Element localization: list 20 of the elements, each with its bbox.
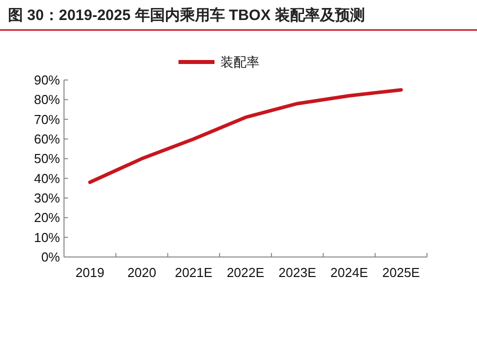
legend-label: 装配率 bbox=[220, 54, 260, 70]
y-tick-label: 40% bbox=[34, 170, 60, 186]
x-tick-label: 2020 bbox=[127, 265, 156, 280]
y-tick-label: 10% bbox=[34, 230, 60, 245]
x-tick-label: 2022E bbox=[226, 265, 265, 280]
x-tick-label: 2021E bbox=[174, 265, 213, 280]
chart-title: 图 30：2019-2025 年国内乘用车 TBOX 装配率及预测 bbox=[8, 6, 365, 24]
y-tick-label: 50% bbox=[34, 151, 60, 166]
x-tick-label: 2019 bbox=[75, 265, 104, 280]
line-series bbox=[88, 88, 403, 184]
x-tick-label: 2024E bbox=[330, 265, 368, 280]
y-tick-label: 90% bbox=[34, 72, 60, 88]
y-tick-label: 60% bbox=[34, 132, 60, 147]
x-tick-label: 2025E bbox=[382, 265, 420, 280]
y-tick-label: 0% bbox=[41, 250, 60, 265]
x-tick-label: 2023E bbox=[278, 265, 316, 280]
y-tick-label: 30% bbox=[34, 190, 60, 206]
y-tick-label: 20% bbox=[34, 210, 60, 226]
y-tick-label: 70% bbox=[34, 112, 60, 127]
y-tick-label: 80% bbox=[34, 92, 60, 108]
